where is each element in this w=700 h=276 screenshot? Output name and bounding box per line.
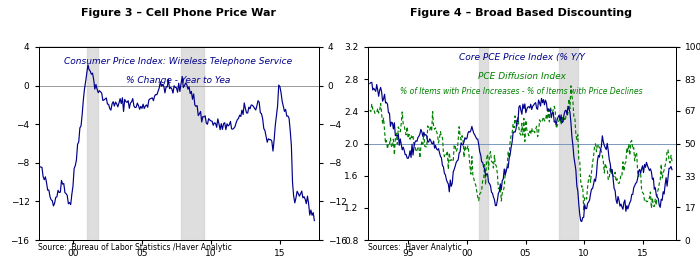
Text: Consumer Price Index: Wireless Telephone Service: Consumer Price Index: Wireless Telephone… (64, 57, 293, 66)
Bar (479, 47, 489, 240)
Text: Figure 3 – Cell Phone Price War: Figure 3 – Cell Phone Price War (81, 8, 276, 18)
Text: PCE Diffusion Index: PCE Diffusion Index (477, 72, 566, 81)
Text: Sources:  Haver Analytic: Sources: Haver Analytic (368, 243, 461, 252)
Bar (181, 47, 204, 240)
Text: Source:  Bureau of Labor Statistics /Haver Analytic: Source: Bureau of Labor Statistics /Have… (38, 243, 232, 252)
Bar (87, 47, 98, 240)
Text: Figure 4 – Broad Based Discounting: Figure 4 – Broad Based Discounting (410, 8, 633, 18)
Bar (559, 47, 578, 240)
Text: % Change - Year to Yea: % Change - Year to Yea (126, 76, 231, 85)
Text: Core PCE Price Index (% Y/Y: Core PCE Price Index (% Y/Y (458, 53, 584, 62)
Text: % of Items with Price Increases - % of Items with Price Declines: % of Items with Price Increases - % of I… (400, 87, 643, 97)
